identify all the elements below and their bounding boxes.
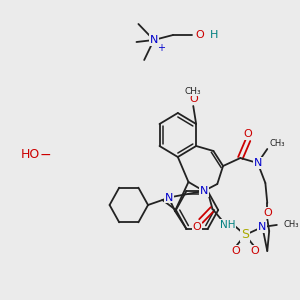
Text: CH₃: CH₃ [284,220,299,230]
Text: O: O [231,246,240,256]
Text: N: N [254,158,262,168]
Text: −: − [39,148,51,162]
Text: O: O [189,94,198,104]
Text: O: O [196,30,204,40]
Text: HO: HO [21,148,40,161]
Text: CH₃: CH₃ [185,86,202,95]
Text: NH: NH [220,220,236,230]
Text: N: N [200,186,208,196]
Text: S: S [241,228,249,242]
Text: N: N [150,35,158,45]
Text: O: O [244,129,252,139]
Text: N: N [164,193,173,202]
Text: CH₃: CH₃ [269,139,285,148]
Text: O: O [250,246,259,256]
Text: O: O [193,222,201,232]
Text: N: N [258,222,267,232]
Text: +: + [158,43,166,53]
Text: O: O [263,208,272,218]
Text: H: H [210,30,218,40]
